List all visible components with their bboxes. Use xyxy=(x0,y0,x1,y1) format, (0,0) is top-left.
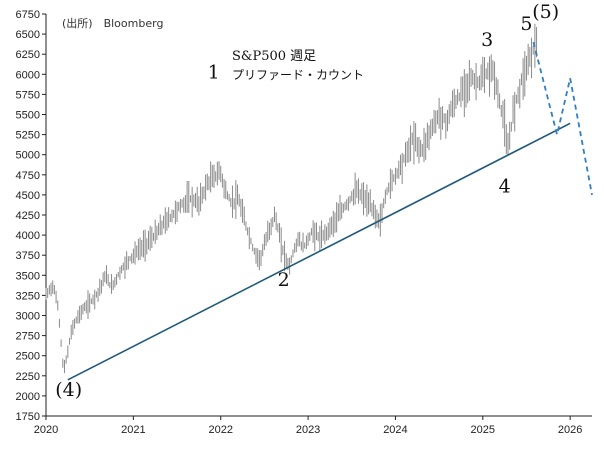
support-trendline xyxy=(67,122,571,381)
y-tick-label: 3000 xyxy=(16,311,40,323)
y-tick-label: 4500 xyxy=(16,190,40,202)
wave-label: 3 xyxy=(481,29,493,51)
x-tick-label: 2025 xyxy=(471,424,495,436)
y-tick-label: 6750 xyxy=(16,9,40,21)
y-tick-label: 1750 xyxy=(16,411,40,423)
source-label: (出所) Bloomberg xyxy=(62,16,163,30)
y-tick-label: 5000 xyxy=(16,150,40,162)
x-tick-label: 2026 xyxy=(558,424,582,436)
y-tick-label: 4750 xyxy=(16,170,40,182)
y-tick-label: 6250 xyxy=(16,49,40,61)
y-tick-label: 5250 xyxy=(16,130,40,142)
y-tick-label: 4000 xyxy=(16,230,40,242)
wave-label: 5 xyxy=(520,13,532,35)
y-tick-label: 3750 xyxy=(16,250,40,262)
y-tick-label: 2500 xyxy=(16,351,40,363)
wave-label: 2 xyxy=(278,269,290,291)
y-tick-label: 2250 xyxy=(16,371,40,383)
projection-path xyxy=(532,41,593,196)
y-tick-label: 2000 xyxy=(16,391,40,403)
y-tick-label: 6500 xyxy=(16,29,40,41)
y-tick-label: 3500 xyxy=(16,270,40,282)
wave-label: 1 xyxy=(208,61,220,83)
y-tick-label: 5500 xyxy=(16,110,40,122)
wave-label: (5) xyxy=(532,1,559,23)
price-series xyxy=(45,23,538,374)
x-tick-label: 2020 xyxy=(34,424,58,436)
wave-label: 4 xyxy=(499,175,511,197)
chart-subtitle: プリファード・カウント xyxy=(232,68,364,82)
x-tick-label: 2021 xyxy=(121,424,145,436)
chart-title: S&P500 週足 xyxy=(232,49,316,64)
y-tick-label: 5750 xyxy=(16,89,40,101)
wave-label: (4) xyxy=(55,379,82,401)
x-tick-label: 2024 xyxy=(383,424,407,436)
y-tick-label: 2750 xyxy=(16,331,40,343)
axes: 1750 2000 2250 2500 2750 3000 3250 3500 3750 4000… xyxy=(16,9,592,436)
wave-labels: (4) 1 2 3 4 5(5) xyxy=(55,1,559,401)
y-tick-label: 3250 xyxy=(16,290,40,302)
projection-line xyxy=(532,41,593,196)
y-tick-label: 6000 xyxy=(16,69,40,81)
trendline xyxy=(67,122,571,381)
x-tick-label: 2022 xyxy=(208,424,232,436)
y-tick-label: 4250 xyxy=(16,210,40,222)
x-tick-label: 2023 xyxy=(296,424,320,436)
